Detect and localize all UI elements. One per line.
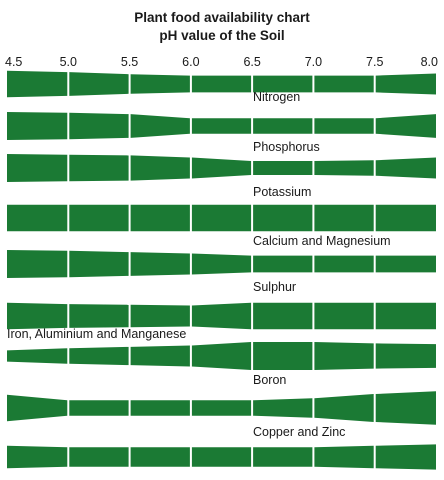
nutrient-band (7, 250, 436, 278)
ph-tick-label: 4.5 (5, 55, 22, 69)
band-segment (314, 445, 374, 469)
band-segment (69, 400, 129, 416)
band-segment (69, 204, 129, 232)
band-segment (375, 204, 436, 232)
band-segment (253, 398, 313, 418)
band-segment (130, 114, 190, 138)
nutrient-band (7, 204, 436, 232)
ph-tick-label: 6.0 (182, 55, 199, 69)
band-segment (130, 447, 190, 467)
band-segment (375, 114, 436, 138)
band-segment (7, 112, 68, 140)
band-segment (375, 391, 436, 425)
band-segment (69, 154, 129, 182)
ph-axis-ticks: 4.5 5.0 5.5 6.0 6.5 7.0 7.5 8.0 (5, 55, 438, 69)
band-segment (253, 255, 313, 273)
ph-tick-label: 7.0 (305, 55, 322, 69)
band-segment (314, 204, 374, 232)
band-segment (130, 74, 190, 94)
band-segment (191, 204, 252, 232)
band-segment (69, 250, 129, 278)
band-segment (253, 75, 313, 93)
band-segment (375, 343, 436, 369)
band-segment (314, 342, 374, 370)
band-segment (191, 157, 252, 179)
band-segment (69, 346, 129, 366)
band-segment (253, 447, 313, 467)
nutrient-label: Boron (253, 373, 286, 387)
band-segment (191, 400, 252, 416)
band-segment (375, 302, 436, 330)
nutrient-band (7, 444, 436, 470)
band-segment (253, 204, 313, 232)
band-segment (7, 445, 68, 469)
band-segment (7, 70, 68, 98)
band-segment (191, 302, 252, 330)
nutrient-band (7, 112, 436, 140)
band-segment (7, 204, 68, 232)
band-segment (314, 255, 374, 273)
band-segment (375, 255, 436, 273)
ph-tick-label: 7.5 (366, 55, 383, 69)
band-segment (191, 447, 252, 467)
ph-tick-label: 5.0 (60, 55, 77, 69)
band-segment (191, 342, 252, 370)
band-segment (130, 252, 190, 276)
band-segment (191, 253, 252, 275)
nutrient-bands (7, 70, 436, 470)
band-segment (253, 342, 313, 370)
band-segment (69, 72, 129, 96)
chart-title: Plant food availability chart (134, 10, 310, 25)
band-segment (130, 155, 190, 181)
band-segment (130, 304, 190, 328)
band-segment (130, 204, 190, 232)
nutrient-label: Sulphur (253, 280, 296, 294)
band-segment (314, 160, 374, 176)
band-segment (7, 394, 68, 422)
band-segment (375, 157, 436, 179)
band-segment (253, 302, 313, 330)
band-segment (191, 118, 252, 134)
band-segment (191, 75, 252, 93)
nutrient-label: Calcium and Magnesium (253, 234, 391, 248)
nutrient-label: Nitrogen (253, 90, 300, 104)
nutrient-band (7, 154, 436, 182)
ph-tick-label: 6.5 (243, 55, 260, 69)
band-segment (314, 118, 374, 134)
band-segment (314, 75, 374, 93)
band-segment (314, 394, 374, 422)
nutrient-band (7, 70, 436, 98)
band-segment (69, 304, 129, 328)
band-segment (375, 444, 436, 470)
band-segment (7, 250, 68, 278)
band-segment (7, 302, 68, 330)
band-segment (69, 112, 129, 140)
band-segment (314, 302, 374, 330)
nutrient-label: Potassium (253, 185, 311, 199)
nutrient-labels: Nitrogen Phosphorus Potassium Calcium and M… (7, 90, 391, 439)
nutrient-label: Phosphorus (253, 140, 320, 154)
band-segment (69, 447, 129, 467)
band-segment (7, 348, 68, 364)
nutrient-band (7, 391, 436, 425)
nutrient-band (7, 302, 436, 330)
nutrient-label: Copper and Zinc (253, 425, 345, 439)
band-segment (130, 345, 190, 367)
chart-subtitle: pH value of the Soil (159, 28, 284, 43)
band-segment (130, 400, 190, 416)
nutrient-band (7, 342, 436, 370)
band-segment (375, 73, 436, 95)
ph-tick-label: 8.0 (421, 55, 438, 69)
ph-tick-label: 5.5 (121, 55, 138, 69)
band-segment (7, 154, 68, 182)
nutrient-label: Iron, Aluminium and Manganese (7, 327, 186, 341)
band-segment (253, 118, 313, 134)
band-segment (253, 161, 313, 175)
